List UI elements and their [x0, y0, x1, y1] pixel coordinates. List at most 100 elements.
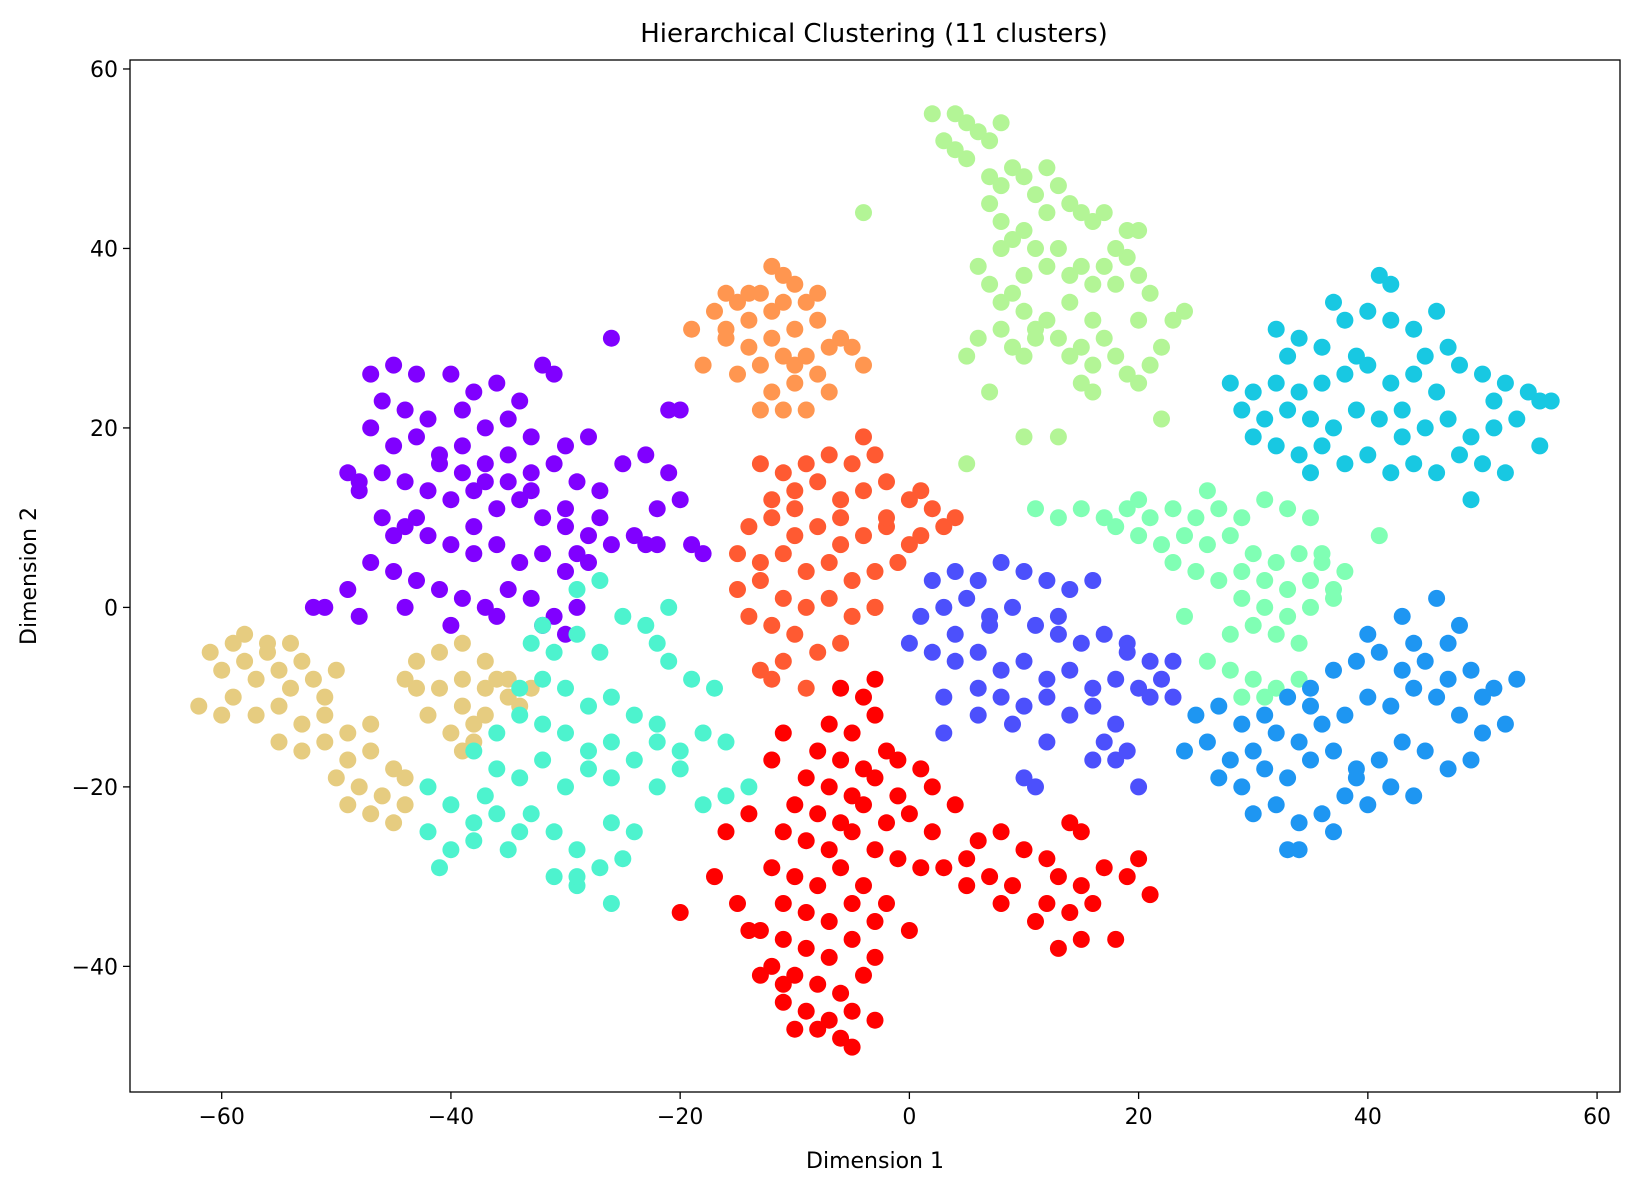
point-c11-51	[832, 984, 850, 1002]
point-c10-25	[1382, 697, 1400, 715]
point-c5-66	[1153, 410, 1170, 428]
point-c1-93	[465, 518, 483, 536]
point-c1-30	[396, 473, 414, 491]
y-tick-label: 60	[90, 58, 118, 83]
point-c8-10	[1233, 509, 1251, 527]
point-c11-23	[923, 823, 941, 841]
point-c11-81	[1118, 868, 1136, 886]
point-c11-27	[843, 823, 861, 841]
point-c5-25	[1027, 240, 1044, 257]
point-c7-37	[1061, 706, 1079, 724]
point-c10-43	[1244, 805, 1262, 823]
point-c4-5	[740, 311, 758, 329]
point-c5-77	[1084, 311, 1102, 329]
point-c11-79	[1072, 877, 1090, 895]
point-c9-11	[1325, 293, 1342, 311]
point-c1-41	[419, 527, 437, 545]
point-c7-15	[1049, 625, 1067, 643]
point-c3-36	[545, 823, 563, 841]
point-c9-12	[1244, 383, 1262, 401]
point-c8-42	[1198, 652, 1216, 670]
point-c1-33	[465, 482, 483, 500]
point-c4-27	[694, 356, 712, 374]
point-c11-93	[1004, 877, 1021, 895]
point-c1-2	[385, 356, 403, 374]
cluster-10	[1176, 589, 1526, 859]
point-c6-20	[786, 527, 804, 545]
point-c1-45	[511, 554, 529, 571]
point-c2-4	[236, 652, 254, 670]
point-c11-50	[809, 975, 827, 993]
point-c8-15	[1130, 527, 1148, 545]
point-c6-34	[729, 581, 746, 598]
point-c2-1	[201, 643, 219, 661]
point-c6-43	[786, 625, 804, 643]
point-c2-27	[316, 733, 334, 751]
point-c9-33	[1393, 401, 1411, 419]
point-c8-52	[1198, 482, 1216, 500]
point-c1-31	[419, 482, 437, 500]
point-c7-48	[1038, 733, 1056, 751]
point-c5-8	[946, 141, 964, 159]
point-c5-31	[1095, 257, 1113, 275]
point-c11-7	[832, 751, 850, 769]
point-c11-10	[797, 769, 815, 787]
point-c1-19	[453, 437, 471, 455]
point-c9-57	[1416, 347, 1434, 365]
point-c11-96	[992, 895, 1010, 912]
x-tick-label: 0	[902, 1105, 916, 1130]
point-c5-14	[1027, 186, 1044, 204]
point-c11-2	[855, 688, 872, 706]
point-c7-36	[1038, 688, 1056, 706]
point-c10-53	[1290, 841, 1308, 859]
point-c6-7	[855, 428, 872, 446]
point-c6-54	[786, 500, 804, 518]
point-c6-52	[912, 527, 930, 545]
point-c7-11	[958, 589, 976, 607]
point-c5-17	[1061, 195, 1079, 213]
point-c11-34	[832, 859, 850, 877]
point-c11-54	[797, 1002, 815, 1020]
point-c6-4	[820, 446, 838, 464]
point-c1-34	[488, 500, 506, 518]
point-c10-40	[1416, 742, 1434, 760]
y-tick-label: 20	[90, 417, 118, 442]
point-c10-44	[1267, 796, 1285, 814]
point-c7-2	[946, 563, 964, 580]
point-c1-8	[373, 392, 391, 410]
point-c11-86	[1084, 895, 1102, 912]
point-c11-56	[843, 1002, 861, 1020]
point-c7-21	[900, 634, 918, 652]
point-c3-63	[660, 598, 678, 616]
point-c9-44	[1336, 455, 1354, 473]
point-c10-55	[1451, 616, 1468, 634]
point-c7-32	[1153, 670, 1170, 688]
point-c5-72	[1038, 204, 1056, 222]
point-c5-38	[992, 293, 1010, 311]
point-c4-1	[683, 320, 701, 338]
point-c11-45	[820, 948, 838, 966]
point-c2-59	[396, 670, 414, 688]
point-c9-56	[1347, 347, 1365, 365]
point-c7-56	[1049, 607, 1067, 625]
point-c6-2	[774, 464, 792, 482]
point-c9-32	[1370, 410, 1388, 428]
point-c9-29	[1302, 410, 1319, 428]
point-c8-9	[1210, 500, 1228, 518]
point-c11-100	[889, 787, 907, 805]
point-c8-19	[1221, 527, 1239, 545]
point-c1-48	[580, 554, 597, 571]
point-c5-54	[1004, 338, 1021, 356]
point-c8-35	[1279, 607, 1297, 625]
point-c10-19	[1244, 742, 1262, 760]
point-c5-69	[1049, 428, 1067, 446]
y-tick-label: −40	[72, 955, 118, 980]
point-c8-47	[1233, 688, 1251, 706]
point-c2-37	[339, 796, 357, 814]
point-c3-31	[419, 823, 437, 841]
point-c11-73	[992, 823, 1010, 841]
point-c9-36	[1462, 428, 1480, 446]
point-c11-61	[866, 1011, 884, 1029]
point-c8-53	[1313, 545, 1331, 563]
point-c10-48	[1359, 796, 1377, 814]
